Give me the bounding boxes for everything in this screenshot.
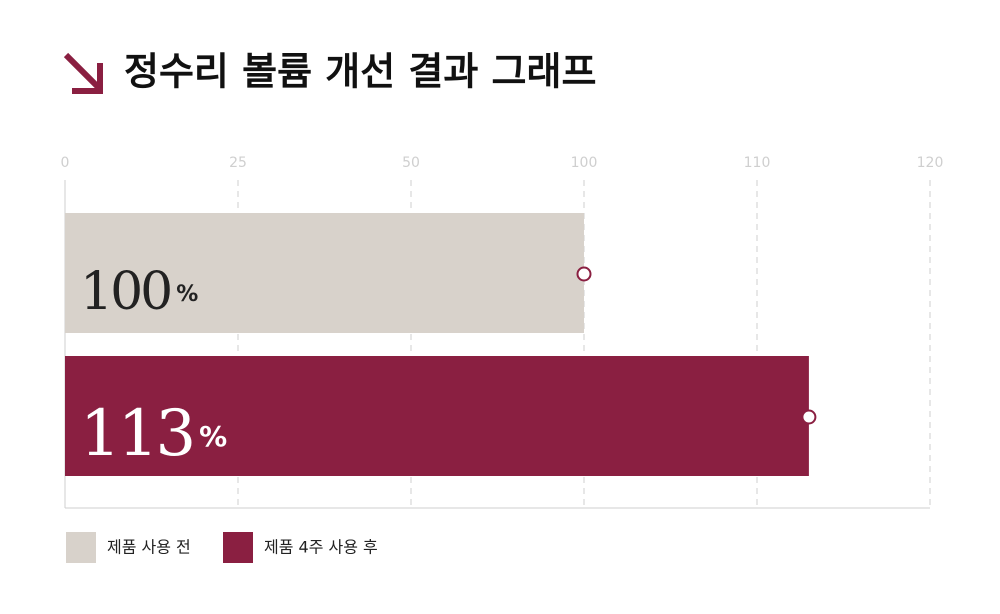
x-tick-label: 50: [402, 155, 420, 171]
value-label: 113%: [80, 397, 227, 471]
legend-label: 제품 4주 사용 후: [264, 538, 378, 557]
title-icon: [63, 52, 103, 94]
legend-label: 제품 사용 전: [107, 538, 191, 557]
x-tick-label: 25: [229, 155, 247, 171]
x-tick-label: 120: [917, 155, 944, 171]
bar-end-marker: [576, 266, 592, 282]
x-tick-label: 100: [571, 155, 598, 171]
x-tick-label: 110: [744, 155, 771, 171]
value-label-number: 113: [80, 397, 193, 471]
value-label-number: 100: [80, 262, 170, 322]
x-tick-label: 0: [61, 155, 70, 171]
value-label-unit: %: [199, 420, 227, 453]
bar-end-marker: [801, 409, 817, 425]
value-label: 100%: [80, 262, 198, 322]
bar: [65, 356, 809, 476]
legend-swatch: [223, 532, 253, 563]
legend-swatch: [66, 532, 96, 563]
chart-title: 정수리 볼륨 개선 결과 그래프: [124, 50, 596, 94]
value-label-unit: %: [176, 282, 198, 307]
bar: [65, 213, 584, 333]
